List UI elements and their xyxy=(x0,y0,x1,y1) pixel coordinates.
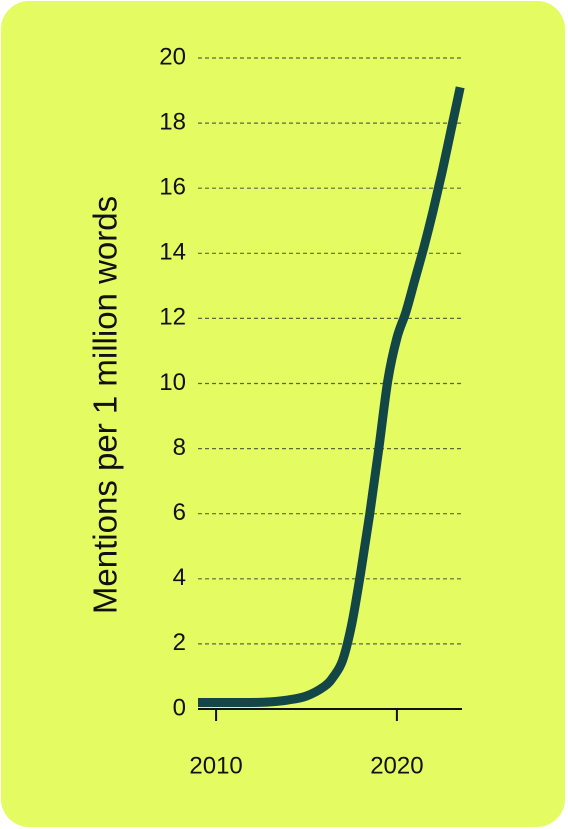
x-axis: 2010 2020 xyxy=(189,708,462,779)
y-tick-label: 10 xyxy=(159,369,186,396)
y-tick-label: 18 xyxy=(159,108,186,135)
y-tick-label: 2 xyxy=(173,629,186,656)
y-tick-label: 12 xyxy=(159,304,186,331)
y-tick-labels: 0 2 4 6 8 10 12 14 16 18 20 xyxy=(159,43,186,721)
y-axis-title: Mentions per 1 million words xyxy=(87,196,124,614)
x-tick-label: 2020 xyxy=(370,752,423,779)
y-tick-label: 6 xyxy=(173,499,186,526)
series-line-0 xyxy=(197,86,465,708)
y-tick-label: 0 xyxy=(173,694,186,721)
x-tick-label: 2010 xyxy=(189,752,242,779)
y-tick-label: 4 xyxy=(173,564,186,591)
y-tick-label: 14 xyxy=(159,239,186,266)
grid-lines xyxy=(198,57,462,645)
y-tick-label: 16 xyxy=(159,174,186,201)
y-tick-label: 8 xyxy=(173,434,186,461)
y-tick-label: 20 xyxy=(159,43,186,70)
series-lines xyxy=(197,86,465,708)
